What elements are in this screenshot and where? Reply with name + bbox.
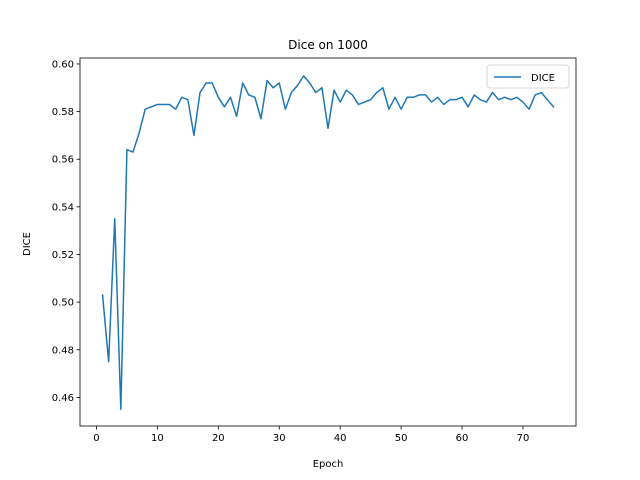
legend: DICE	[486, 64, 570, 89]
y-tick-label: 0.50	[52, 298, 74, 309]
y-axis-label: DICE	[22, 232, 33, 256]
plot-frame	[79, 57, 577, 427]
y-tick-label: 0.52	[52, 250, 74, 261]
x-tick-label: 60	[456, 433, 469, 444]
series-line-dice	[101, 75, 555, 411]
y-tick-label: 0.48	[52, 345, 74, 356]
legend-box	[486, 64, 570, 89]
chart-title: Dice on 1000	[288, 38, 368, 52]
x-tick-label: 70	[517, 433, 530, 444]
x-tick-label: 0	[93, 433, 99, 444]
y-tick-label: 0.58	[52, 107, 74, 118]
x-tick-label: 50	[395, 433, 408, 444]
y-tick-label: 0.56	[52, 155, 74, 166]
y-tick-label: 0.60	[52, 59, 74, 70]
y-tick-label: 0.46	[52, 393, 74, 404]
x-tick-label: 40	[334, 433, 347, 444]
y-tick-label: 0.54	[52, 202, 74, 213]
x-axis-label: Epoch	[313, 459, 344, 470]
legend-label: DICE	[531, 73, 555, 84]
plot-area: 0 10 20 30 40 50 60 70 0.46 0.48 0.50 0.52 0.54 0.56 0…	[52, 57, 577, 444]
x-tick-label: 20	[212, 433, 225, 444]
x-tick-label: 10	[151, 433, 164, 444]
x-tick-label: 30	[273, 433, 286, 444]
